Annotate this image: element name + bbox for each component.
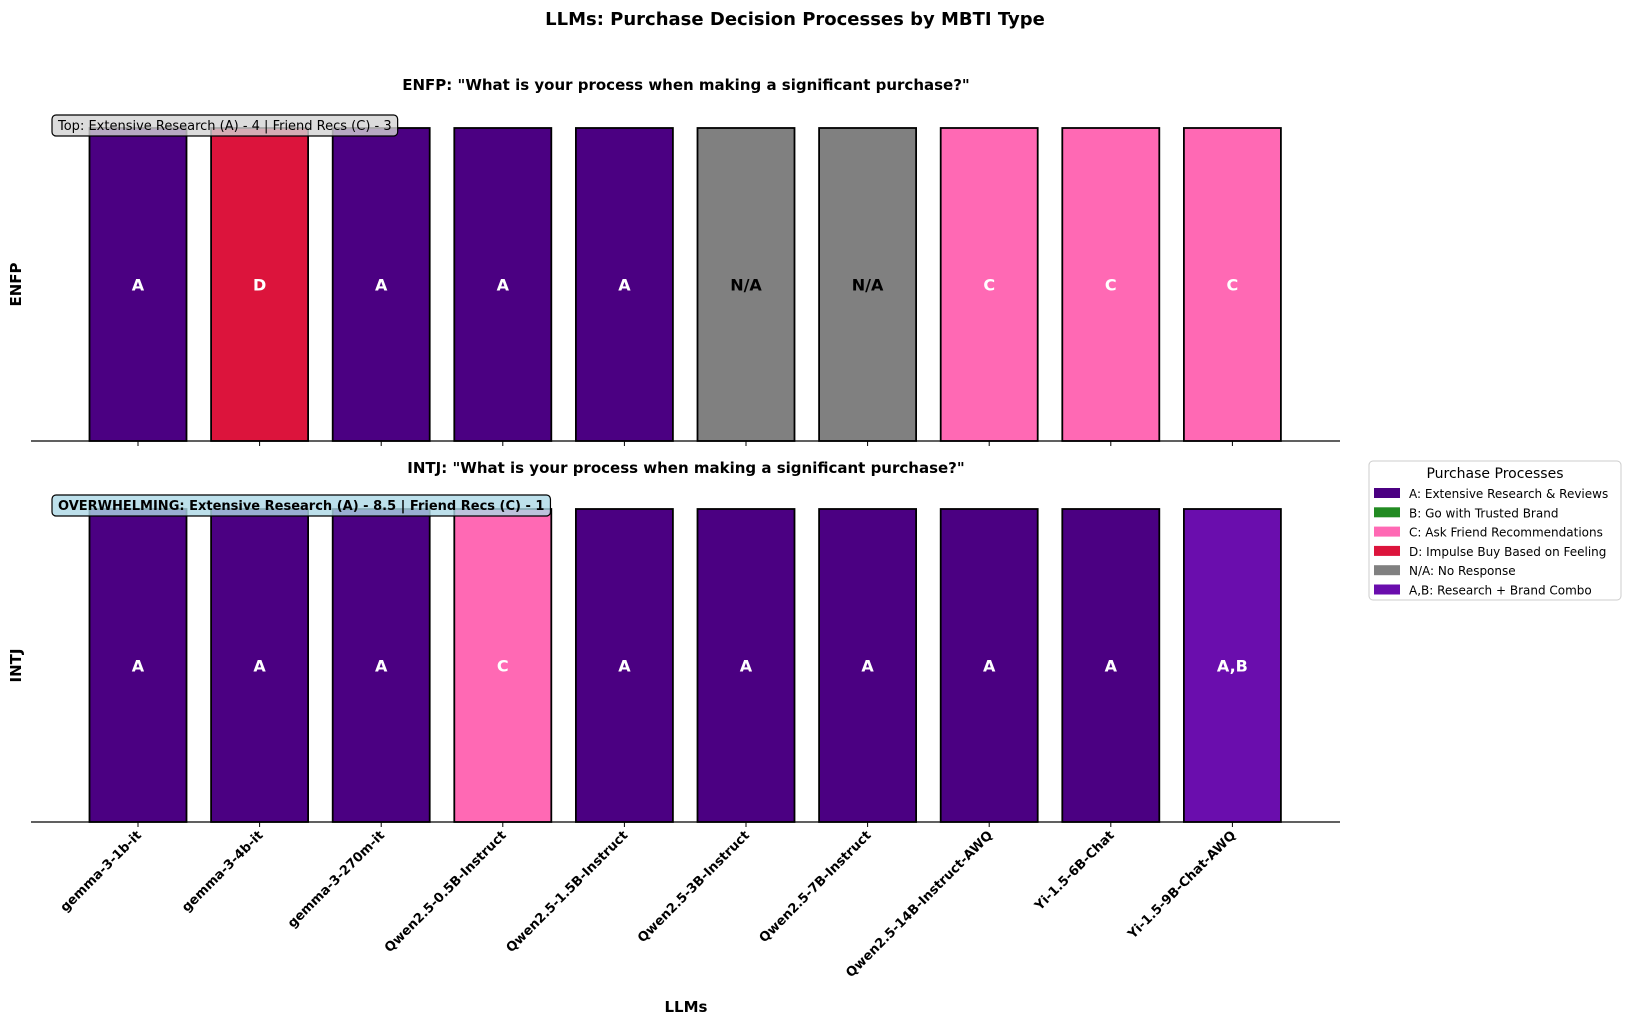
- legend-item: N/A: No Response: [1374, 564, 1516, 578]
- bar-label: N/A: [730, 276, 762, 295]
- legend-swatch: [1374, 526, 1400, 537]
- legend-label: A,B: Research + Brand Combo: [1409, 584, 1592, 598]
- x-tick-label: Qwen2.5-0.5B-Instruct: [382, 828, 510, 956]
- bar-label: A: [983, 657, 996, 676]
- bar: [575, 508, 674, 823]
- bar-label: A: [375, 276, 388, 295]
- bar-label: A: [132, 276, 145, 295]
- legend-label: A: Extensive Research & Reviews: [1409, 487, 1608, 501]
- x-tick-label: Yi-1.5-9B-Chat-AWQ: [1125, 828, 1240, 943]
- x-tick-label: gemma-3-270m-it: [285, 828, 388, 931]
- bar: [818, 508, 917, 823]
- x-tick-label: Yi-1.5-6B-Chat: [1031, 828, 1117, 914]
- bar: [818, 127, 917, 442]
- bar-label: A: [132, 657, 145, 676]
- annotation-text: Top: Extensive Research (A) - 4 | Friend…: [57, 119, 392, 134]
- x-tick-label: Qwen2.5-1.5B-Instruct: [504, 828, 632, 956]
- panel-intj: INTJ: "What is your process when making …: [7, 459, 1340, 827]
- bar-label: A: [1105, 657, 1118, 676]
- legend-swatch: [1374, 584, 1400, 595]
- legend-item: A: Extensive Research & Reviews: [1374, 487, 1608, 501]
- legend-swatch: [1374, 565, 1400, 576]
- bar: [331, 127, 431, 442]
- bar-label: A: [618, 657, 631, 676]
- bar: [939, 127, 1039, 442]
- y-axis-label: INTJ: [7, 649, 25, 683]
- annotation-text: OVERWHELMING: Extensive Research (A) - 8…: [58, 499, 544, 514]
- legend-item: C: Ask Friend Recommendations: [1374, 526, 1603, 540]
- legend-title: Purchase Processes: [1426, 466, 1563, 482]
- legend-swatch: [1374, 488, 1400, 498]
- bar: [88, 508, 188, 823]
- bar-label: A: [497, 276, 510, 295]
- bar-label: A: [740, 657, 753, 676]
- chart-title: LLMs: Purchase Decision Processes by MBT…: [545, 9, 1045, 30]
- legend-item: B: Go with Trusted Brand: [1374, 506, 1558, 520]
- legend-label: N/A: No Response: [1409, 564, 1516, 578]
- x-tick-label: gemma-3-1b-it: [58, 828, 145, 915]
- x-axis-label: LLMs: [665, 998, 708, 1016]
- legend-label: D: Impulse Buy Based on Feeling: [1409, 545, 1606, 559]
- bar: [696, 127, 796, 442]
- panel-subtitle: ENFP: "What is your process when making …: [402, 76, 970, 94]
- legend-item: D: Impulse Buy Based on Feeling: [1374, 545, 1606, 559]
- bar-label: A: [375, 657, 388, 676]
- bar-label: C: [983, 276, 995, 295]
- panel-subtitle: INTJ: "What is your process when making …: [407, 459, 964, 477]
- y-axis-label: ENFP: [7, 262, 25, 306]
- legend-label: C: Ask Friend Recommendations: [1409, 526, 1603, 540]
- legend-swatch: [1374, 507, 1400, 518]
- bar: [453, 508, 553, 823]
- bar: [331, 508, 431, 823]
- bar-label: D: [253, 276, 266, 295]
- bar: [1183, 127, 1282, 442]
- bar: [88, 127, 188, 442]
- bar: [575, 127, 674, 442]
- bar: [939, 508, 1039, 823]
- bar-label: C: [497, 657, 509, 676]
- bar: [210, 508, 310, 823]
- bar: [696, 508, 796, 823]
- legend-swatch: [1374, 545, 1400, 556]
- bar-label: N/A: [852, 276, 884, 295]
- bar-label: A: [861, 657, 874, 676]
- bar: [210, 127, 310, 442]
- x-tick-label: Qwen2.5-7B-Instruct: [757, 828, 875, 946]
- bar: [1061, 508, 1161, 823]
- x-tick-label: Qwen2.5-3B-Instruct: [635, 828, 753, 946]
- bar-label: A: [618, 276, 631, 295]
- bar-label: A: [253, 657, 266, 676]
- x-tick-label: gemma-3-4b-it: [179, 828, 266, 915]
- legend-label: B: Go with Trusted Brand: [1409, 506, 1558, 520]
- panel-enfp: ENFP: "What is your process when making …: [7, 76, 1340, 446]
- annotation-box: [51, 114, 399, 137]
- legend-item: A,B: Research + Brand Combo: [1374, 584, 1592, 598]
- legend: Purchase Processes A: Extensive Research …: [1368, 460, 1622, 601]
- annotation-box: [51, 494, 552, 517]
- bar-label: C: [1105, 276, 1117, 295]
- bar-label: A,B: [1217, 657, 1248, 676]
- legend-box: [1368, 460, 1622, 601]
- x-tick-label: Qwen2.5-14B-Instruct-AWQ: [843, 828, 996, 981]
- bar-label: C: [1227, 276, 1239, 295]
